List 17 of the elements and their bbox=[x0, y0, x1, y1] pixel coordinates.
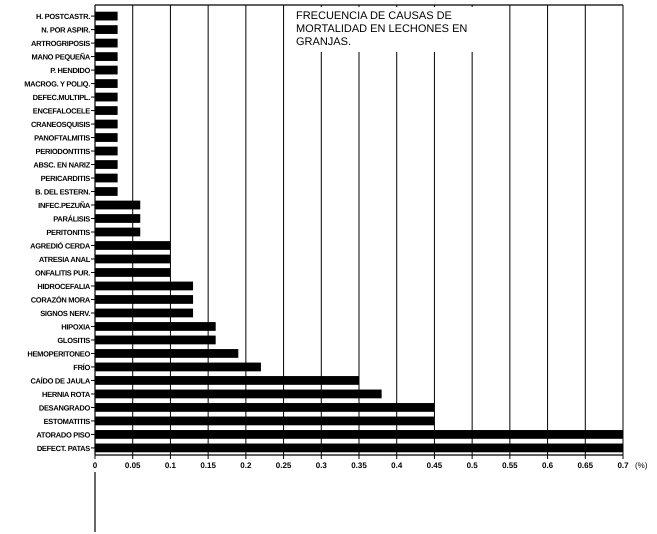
x-tick-label: 0.4 bbox=[391, 461, 403, 470]
x-tick-label: 0.3 bbox=[316, 461, 328, 470]
x-tick-label: 0.35 bbox=[351, 461, 368, 470]
x-tick-label: 0.45 bbox=[426, 461, 443, 470]
x-tick-label: 0.7 bbox=[617, 461, 630, 470]
x-tick-label: 0.1 bbox=[164, 461, 177, 470]
x-tick-label: 0.55 bbox=[502, 461, 518, 470]
x-tick-label: 0.65 bbox=[577, 461, 594, 470]
x-tick-label: 0 bbox=[92, 461, 98, 470]
x-tick-label: 0.5 bbox=[466, 461, 478, 470]
x-tick-label: 0.05 bbox=[124, 461, 142, 470]
x-tick-label: 0.15 bbox=[200, 461, 216, 470]
x-tick-label: 0.25 bbox=[276, 461, 292, 470]
text: FRECUENCIA DE CAUSAS DE MORTALIDAD EN LECHONES EN GRANJAS. bbox=[296, 10, 468, 48]
x-tick-label: 0.2 bbox=[240, 461, 252, 470]
x-axis-title: (%) bbox=[635, 461, 648, 470]
x-tick-label: 0.6 bbox=[542, 461, 554, 470]
